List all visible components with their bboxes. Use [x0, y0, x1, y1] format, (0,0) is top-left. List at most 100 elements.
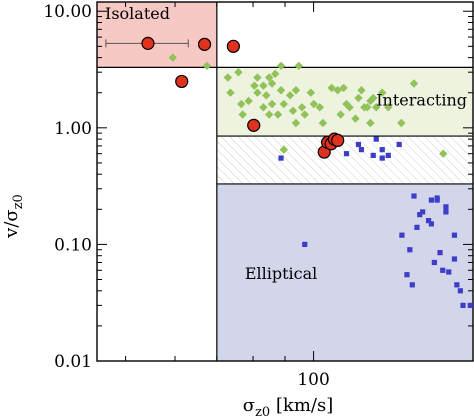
data-point-interacting — [267, 79, 277, 88]
data-point-interacting — [384, 103, 393, 112]
data-point-interacting — [202, 61, 212, 71]
data-point-sample — [175, 74, 189, 89]
data-point-interacting — [327, 83, 336, 93]
data-point-interacting — [253, 73, 262, 82]
data-point-interacting — [318, 118, 328, 128]
data-point-elliptical — [409, 282, 415, 288]
data-point-interacting — [366, 96, 375, 106]
data-point-interacting — [250, 81, 259, 90]
data-point-elliptical — [428, 197, 434, 203]
data-point-interacting — [366, 118, 375, 128]
data-point-interacting — [237, 99, 246, 109]
data-point-elliptical — [399, 232, 405, 238]
data-point-elliptical — [358, 147, 365, 153]
data-point-elliptical — [457, 288, 463, 294]
data-point-elliptical — [411, 193, 417, 199]
data-point-elliptical — [343, 151, 350, 157]
y-tick-label: 1.00 — [54, 119, 92, 139]
data-point-interacting — [276, 61, 286, 71]
data-point-interacting — [291, 118, 301, 128]
data-point-interacting — [223, 73, 233, 82]
data-point-interacting — [259, 81, 268, 90]
data-point-interacting — [357, 86, 366, 95]
data-point-interacting — [267, 99, 277, 109]
data-point-elliptical — [425, 218, 432, 224]
data-point-interacting — [288, 106, 298, 115]
data-point-elliptical — [420, 209, 426, 215]
data-point-interacting — [264, 110, 274, 119]
data-point-interacting — [273, 110, 283, 119]
data-point-interacting — [378, 88, 387, 97]
data-point-elliptical — [454, 282, 460, 288]
regions-layer — [97, 2, 473, 361]
y-tick-label: 0.01 — [54, 352, 92, 372]
data-point-interacting — [409, 79, 419, 88]
data-point-elliptical — [370, 152, 376, 159]
data-point-elliptical — [379, 147, 385, 153]
y-axis-title-subscript: z0 — [11, 194, 26, 209]
data-point-interacting — [397, 118, 406, 128]
x-axis-title: σz0 [km/s] — [243, 395, 333, 418]
data-point-elliptical — [451, 232, 458, 238]
data-point-interacting — [294, 61, 304, 71]
data-point-sample — [226, 39, 240, 53]
data-point-interacting — [297, 103, 307, 112]
data-point-interacting — [345, 103, 354, 112]
data-point-interacting — [285, 91, 295, 100]
data-point-interacting — [279, 99, 288, 109]
data-point-interacting — [300, 110, 309, 119]
data-point-interacting — [279, 145, 288, 154]
y-axis-title: v/σz0 — [1, 194, 26, 239]
data-point-elliptical — [417, 212, 423, 218]
data-point-elliptical — [355, 141, 362, 148]
y-tick-label: 0.10 — [54, 235, 92, 255]
data-point-interacting — [333, 86, 342, 95]
data-point-elliptical — [431, 259, 437, 266]
region-isolated-area — [97, 2, 217, 68]
data-point-elliptical — [407, 247, 413, 253]
data-point-sample — [331, 133, 345, 148]
data-point-interacting — [354, 93, 363, 103]
data-point-elliptical — [404, 272, 410, 278]
data-point-elliptical — [434, 197, 440, 203]
data-point-interacting — [276, 86, 286, 95]
data-point-interacting — [226, 88, 235, 97]
x-axis-title-subscript: z0 — [255, 405, 270, 418]
data-point-interacting — [369, 93, 378, 103]
data-point-sample — [247, 118, 261, 132]
region-label-interacting: Interacting — [376, 90, 467, 109]
data-point-elliptical — [428, 221, 434, 227]
data-point-elliptical — [440, 267, 446, 273]
data-point-elliptical — [451, 256, 458, 262]
data-point-interacting — [339, 83, 348, 93]
region-elliptical-area — [216, 183, 473, 361]
labels-layer: v/σz0 σz0 [km/s] Isolated Interacting Elli… — [1, 2, 467, 418]
data-point-elliptical — [460, 302, 466, 308]
data-point-elliptical — [379, 155, 385, 161]
data-point-interacting — [439, 149, 448, 158]
data-point-interacting — [238, 110, 247, 119]
data-point-interacting — [264, 73, 274, 82]
points-layer — [105, 36, 473, 308]
data-point-interacting — [372, 103, 381, 112]
y-tick-label: 10.00 — [43, 2, 92, 22]
data-point-sample — [141, 36, 155, 50]
data-point-elliptical — [443, 209, 449, 215]
data-point-elliptical — [443, 204, 449, 210]
data-point-elliptical — [278, 155, 284, 161]
data-point-interacting — [234, 67, 243, 77]
data-point-interacting — [309, 99, 319, 109]
data-point-interacting — [259, 103, 268, 112]
frame-layer — [96, 1, 474, 362]
data-point-elliptical — [302, 241, 308, 248]
region-label-isolated: Isolated — [105, 4, 170, 23]
data-point-interacting — [270, 69, 280, 79]
data-point-interacting — [363, 103, 372, 112]
data-point-interacting — [351, 114, 360, 123]
data-point-elliptical — [385, 152, 391, 159]
data-point-elliptical — [373, 136, 379, 142]
data-point-elliptical — [414, 224, 420, 230]
data-point-interacting — [306, 88, 316, 97]
region-label-elliptical: Elliptical — [245, 264, 317, 283]
